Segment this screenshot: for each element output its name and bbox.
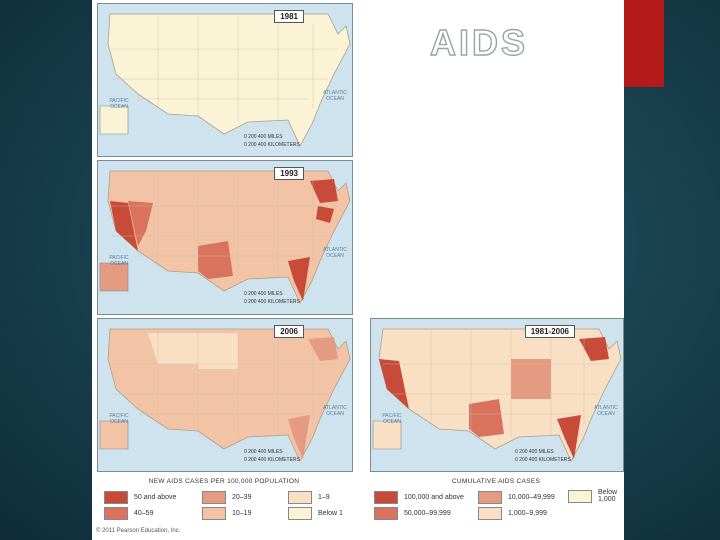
map-2006: 2006 PACIFIC OCEAN ATLANTIC OCEAN 0 200 … [97,318,353,472]
map-year-label: 1981-2006 [524,325,575,338]
map-year-label: 1993 [274,167,304,180]
legend-item: 10,000–49,999 [478,491,555,504]
legend-item: 1,000–9,999 [478,507,547,520]
legend-label: 10–19 [232,510,252,517]
legend-label: 40–59 [134,510,154,517]
legend-item: 50,000–99,999 [374,507,451,520]
legend-label: Below 1 [318,510,343,517]
pacific-ocean-label: PACIFIC OCEAN [109,255,129,267]
pacific-ocean-label: PACIFIC OCEAN [109,413,129,425]
legend-swatch [288,507,312,520]
legend-swatch [568,489,592,503]
scale-km: 0 200 400 KILOMETERS [244,142,300,148]
legend-swatch [478,507,502,520]
accent-bar [624,0,664,87]
legend-label: 50 and above [134,494,177,501]
legend-swatch [374,507,398,520]
scale-km: 0 200 400 KILOMETERS [515,457,571,463]
legend-item: 1–9 [288,491,330,504]
legend-item: Below 1 [288,507,343,520]
map-year-label: 2006 [274,325,304,338]
map-1981: 1981 PACIFIC OCEAN ATLANTIC OCEAN 0 200 … [97,3,353,157]
legend-label: 50,000–99,999 [404,510,451,517]
legend-item: 50 and above [104,491,176,504]
legend-swatch [202,507,226,520]
legend-label: 10,000–49,999 [508,494,555,501]
scale-miles: 0 200 400 MILES [244,291,283,297]
legend-cumulative-title: CUMULATIVE AIDS CASES [451,478,541,485]
legend-rate-title: NEW AIDS CASES PER 100,000 POPULATION [148,478,300,485]
legend-swatch [288,491,312,504]
scale-miles: 0 200 400 MILES [515,449,554,455]
slide-title: AIDS [429,21,529,63]
legend-label: 20–39 [232,494,252,501]
atlantic-ocean-label: ATLANTIC OCEAN [323,247,347,259]
legend-label: 1,000–9,999 [508,510,547,517]
legend-swatch [478,491,502,504]
map-1981-2006: 1981-2006 PACIFIC OCEAN ATLANTIC OCEAN 0… [370,318,624,472]
map-1993: 1993 PACIFIC OCEAN ATLANTIC OCEAN 0 200 … [97,160,353,315]
legend-swatch [374,491,398,504]
legend-item: 10–19 [202,507,251,520]
atlantic-ocean-label: ATLANTIC OCEAN [323,90,347,102]
legend-item: 100,000 and above [374,491,464,504]
legend-label: Below 1,000 [598,489,618,503]
copyright-text: © 2011 Pearson Education, Inc. [96,528,181,534]
legend-swatch [104,491,128,504]
pacific-ocean-label: PACIFIC OCEAN [382,413,402,425]
scale-miles: 0 200 400 MILES [244,134,283,140]
legend-swatch [104,507,128,520]
legend-label: 100,000 and above [404,494,464,501]
legend-item: Below 1,000 [568,489,628,503]
scale-miles: 0 200 400 MILES [244,449,283,455]
map-year-label: 1981 [274,10,304,23]
legend-swatch [202,491,226,504]
scale-km: 0 200 400 KILOMETERS [244,457,300,463]
legend-item: 40–59 [104,507,153,520]
pacific-ocean-label: PACIFIC OCEAN [109,98,129,110]
atlantic-ocean-label: ATLANTIC OCEAN [594,405,618,417]
legend-item: 20–39 [202,491,251,504]
scale-km: 0 200 400 KILOMETERS [244,299,300,305]
legend-label: 1–9 [318,494,330,501]
atlantic-ocean-label: ATLANTIC OCEAN [323,405,347,417]
